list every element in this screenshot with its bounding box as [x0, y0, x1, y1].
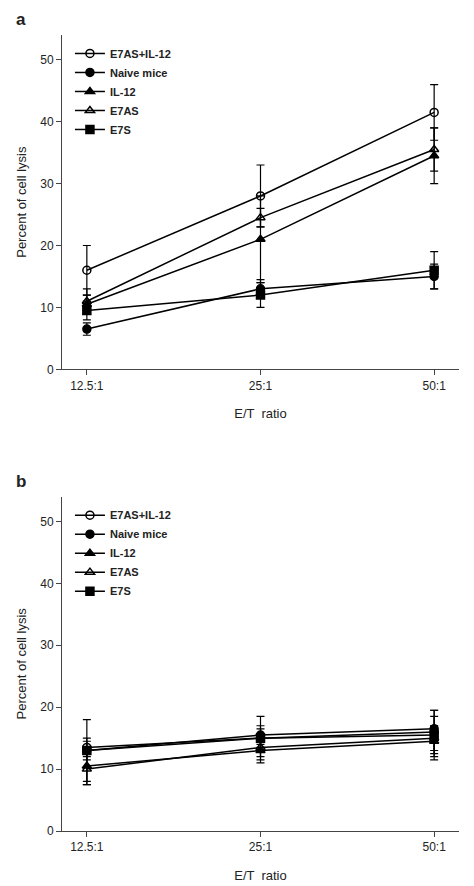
svg-text:Naive mice: Naive mice	[110, 67, 167, 79]
svg-text:50: 50	[40, 53, 54, 67]
svg-text:10: 10	[40, 762, 54, 776]
svg-text:25:1: 25:1	[249, 840, 273, 854]
svg-text:E/T ratio: E/T ratio	[234, 406, 287, 421]
svg-text:50:1: 50:1	[422, 840, 446, 854]
svg-text:50: 50	[40, 515, 54, 529]
svg-text:0: 0	[47, 363, 54, 377]
svg-text:E7AS: E7AS	[110, 566, 139, 578]
svg-text:50:1: 50:1	[422, 379, 446, 393]
svg-text:E/T ratio: E/T ratio	[234, 868, 287, 883]
svg-text:25:1: 25:1	[249, 379, 273, 393]
svg-text:IL-12: IL-12	[110, 547, 136, 559]
svg-text:40: 40	[40, 577, 54, 591]
svg-text:12.5:1: 12.5:1	[70, 379, 104, 393]
svg-text:Percent of cell lysis: Percent of cell lysis	[14, 146, 29, 258]
svg-text:10: 10	[40, 301, 54, 315]
svg-text:Naive mice: Naive mice	[110, 528, 167, 540]
svg-text:IL-12: IL-12	[110, 86, 136, 98]
svg-text:0: 0	[47, 824, 54, 838]
svg-text:20: 20	[40, 239, 54, 253]
svg-text:E7AS+IL-12: E7AS+IL-12	[110, 48, 171, 60]
svg-text:E7S: E7S	[110, 585, 131, 597]
svg-text:20: 20	[40, 700, 54, 714]
svg-text:30: 30	[40, 177, 54, 191]
svg-text:30: 30	[40, 638, 54, 652]
svg-text:E7AS: E7AS	[110, 105, 139, 117]
svg-text:12.5:1: 12.5:1	[70, 840, 104, 854]
svg-text:E7S: E7S	[110, 124, 131, 136]
svg-text:E7AS+IL-12: E7AS+IL-12	[110, 509, 171, 521]
svg-text:b: b	[16, 472, 26, 491]
svg-text:40: 40	[40, 115, 54, 129]
svg-text:a: a	[16, 10, 26, 29]
svg-text:Percent of cell lysis: Percent of cell lysis	[14, 608, 29, 720]
